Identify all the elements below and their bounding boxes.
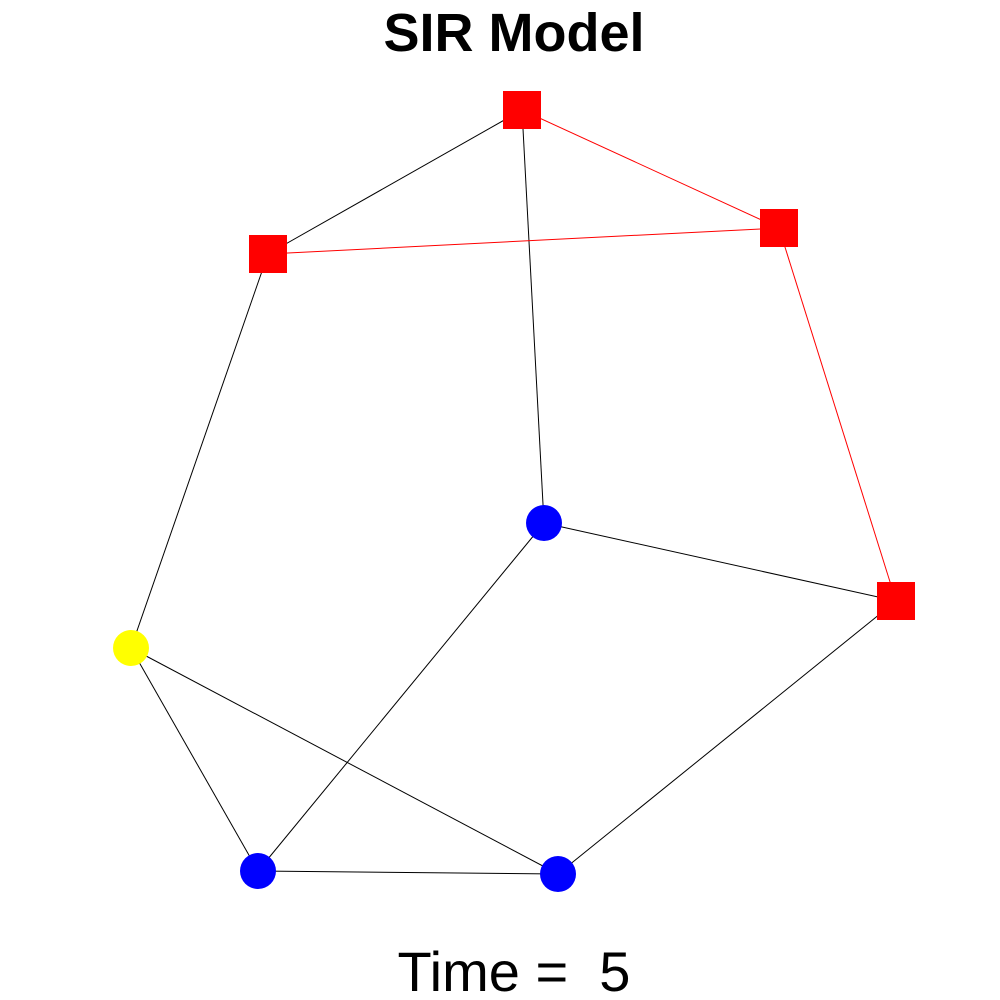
node-n4-infected	[877, 582, 915, 620]
edge-n4-n8	[557, 600, 897, 875]
node-layer	[113, 91, 915, 892]
edge-n5-n7	[257, 522, 545, 872]
edge-n6-n8	[130, 647, 559, 875]
time-label: Time = 5	[397, 940, 631, 1000]
edge-n7-n8	[257, 870, 559, 875]
node-n1-infected	[503, 91, 541, 129]
node-n7-susceptible	[240, 853, 276, 889]
edge-n1-n2	[267, 109, 523, 255]
node-n2-infected	[249, 235, 287, 273]
edge-n1-n3	[521, 109, 780, 229]
edge-n2-n3	[267, 227, 780, 255]
edge-n2-n6	[130, 253, 269, 649]
edge-n1-n5	[521, 109, 545, 524]
diagram-title: SIR Model	[383, 3, 645, 63]
edge-n6-n7	[130, 647, 259, 872]
node-n3-infected	[760, 209, 798, 247]
node-n8-susceptible	[540, 856, 576, 892]
node-n5-susceptible	[526, 505, 562, 541]
edge-layer	[130, 109, 897, 875]
edge-n3-n4	[778, 227, 897, 602]
node-n6-recovered	[113, 630, 149, 666]
edge-n5-n4	[543, 522, 897, 602]
